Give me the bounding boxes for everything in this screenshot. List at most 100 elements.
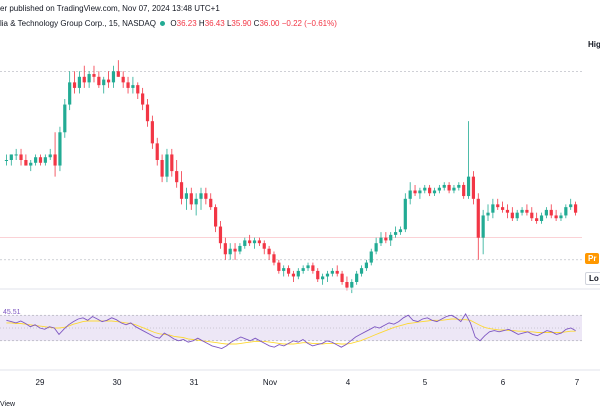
candle-body: [179, 182, 184, 199]
candle-body: [277, 262, 281, 271]
chart-header: er published on TradingView.com, Nov 07,…: [0, 0, 600, 30]
footer-branding: View: [0, 401, 16, 408]
candle-body: [447, 184, 451, 191]
candle-body: [301, 268, 305, 271]
time-axis-tick: 31: [190, 378, 199, 387]
time-axis-tick: 6: [501, 378, 506, 387]
candle-body: [257, 240, 261, 244]
candle-body: [87, 74, 91, 83]
publish-info: er published on TradingView.com, Nov 07,…: [0, 4, 220, 13]
candle-body: [418, 190, 422, 194]
candle-body: [374, 243, 378, 252]
time-axis-tick: 5: [423, 378, 428, 387]
candle-body: [501, 207, 505, 210]
candle-body: [184, 193, 189, 199]
candle-body: [379, 237, 383, 244]
symbol-name: lia & Technology Group Corp., 15, NASDAQ: [0, 19, 156, 28]
candle-body: [442, 184, 446, 188]
candle-body: [228, 248, 232, 255]
candle-body: [24, 160, 28, 166]
candle-body: [350, 282, 354, 288]
candle-body: [150, 121, 154, 144]
candle-body: [306, 265, 310, 269]
candle-body: [29, 162, 33, 166]
candle-body: [316, 270, 320, 280]
candle-body: [466, 176, 471, 197]
candle-body: [194, 198, 198, 205]
candle-body: [535, 218, 539, 221]
close-label: C: [253, 19, 260, 28]
change-value: −0.22 (−0.61%): [281, 19, 337, 28]
candle-body: [286, 268, 291, 274]
candle-body: [48, 154, 52, 158]
candle-body: [549, 209, 553, 216]
candle-body: [462, 184, 466, 197]
candle-body: [384, 237, 388, 241]
candle-body: [204, 193, 208, 199]
high-line-label: Hig: [585, 39, 600, 50]
candle-body: [68, 82, 72, 105]
candle-body: [121, 76, 125, 83]
candle-body: [569, 204, 573, 208]
candle-body: [43, 157, 47, 163]
candle-body: [272, 254, 276, 263]
candle-body: [189, 193, 193, 205]
candle-body: [389, 234, 393, 241]
candle-body: [214, 207, 218, 227]
candle-body: [218, 226, 223, 244]
symbol-line: lia & Technology Group Corp., 15, NASDAQ…: [0, 19, 337, 28]
candle-body: [233, 248, 237, 252]
time-axis-tick: 30: [113, 378, 122, 387]
time-axis-tick: Nov: [263, 378, 277, 387]
candle-body: [457, 184, 461, 188]
candle-body: [452, 187, 456, 191]
time-axis-tick: 4: [346, 378, 351, 387]
candle-body: [136, 85, 140, 94]
candle-body: [19, 154, 23, 160]
candle-body: [170, 154, 174, 172]
candle-body: [175, 171, 179, 183]
open-value: 36.23: [176, 19, 197, 28]
candle-body: [539, 215, 544, 221]
candle-body: [267, 248, 271, 255]
candle-body: [34, 157, 38, 163]
candle-body: [126, 82, 130, 88]
market-status-dot: [160, 21, 166, 27]
candle-body: [496, 204, 500, 208]
candle-body: [364, 262, 368, 269]
time-axis-tick: 7: [575, 378, 580, 387]
candle-body: [38, 157, 43, 163]
candle-body: [359, 268, 364, 274]
candle-body: [398, 229, 403, 233]
candle-body: [243, 240, 247, 246]
candle-body: [437, 187, 441, 191]
candle-body: [63, 104, 67, 133]
candle-body: [296, 270, 300, 277]
candle-body: [97, 76, 101, 86]
rsi-value-label: 45.51: [3, 309, 21, 316]
candle-body: [199, 193, 203, 199]
candle-body: [53, 154, 57, 166]
candle-body: [248, 240, 252, 244]
candle-body: [471, 176, 476, 199]
candle-body: [345, 282, 349, 288]
low-value: 35.90: [231, 19, 252, 28]
candle-body: [160, 160, 164, 177]
candle-body: [92, 74, 96, 77]
high-label: H: [198, 19, 205, 28]
candle-body: [335, 270, 339, 274]
candle-body: [325, 273, 330, 277]
candle-body: [340, 273, 344, 282]
candle-body: [155, 143, 159, 160]
candle-body: [209, 198, 213, 208]
candle-body: [544, 209, 548, 216]
candle-body: [116, 71, 120, 77]
candle-body: [223, 243, 227, 255]
rsi-line: [6, 313, 576, 349]
candle-body: [106, 79, 111, 83]
candle-body: [491, 204, 495, 213]
candle-body: [476, 198, 480, 238]
candle-body: [14, 154, 18, 156]
candle-body: [102, 79, 106, 86]
